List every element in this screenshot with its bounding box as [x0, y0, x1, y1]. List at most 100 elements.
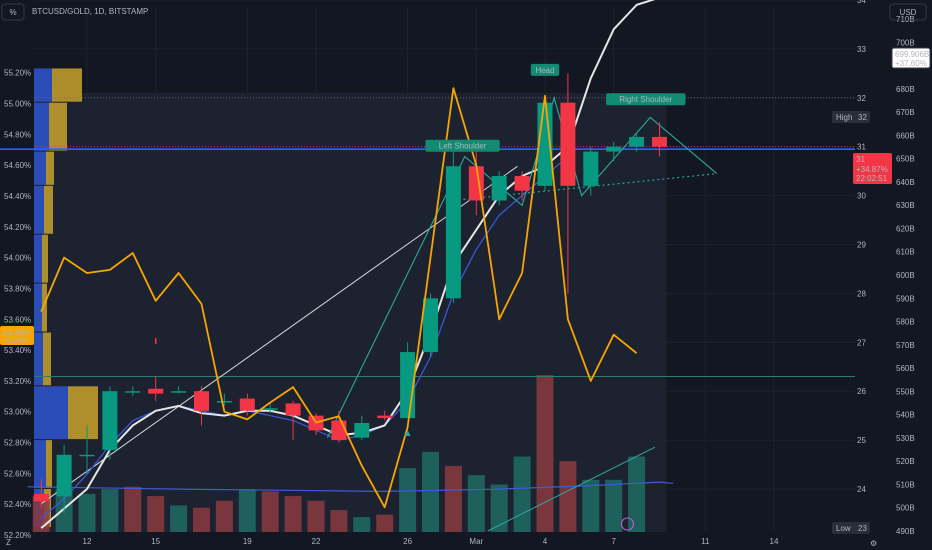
candle-body — [125, 391, 141, 393]
event-icon[interactable] — [620, 517, 634, 531]
candle-body — [652, 136, 667, 147]
percent-tick-label: 52.20% — [4, 531, 31, 540]
percent-tick-label: 53.80% — [4, 284, 31, 293]
candle-body — [491, 176, 507, 201]
high-marker-label: High — [836, 113, 852, 122]
volume-tick-label: 650B — [896, 155, 915, 164]
percent-button[interactable] — [1, 3, 25, 21]
volume-bar — [490, 484, 508, 532]
volume-bar — [376, 514, 394, 532]
volume-tick-label: 510B — [896, 480, 915, 489]
volume-profile-sell — [42, 283, 47, 332]
time-tick-label: 26 — [403, 537, 412, 546]
price-tick-label: 27 — [857, 338, 866, 347]
price-tick-label: 24 — [857, 485, 866, 494]
percent-tick-label: 54.40% — [4, 192, 31, 201]
volume-tick-label: 550B — [896, 387, 915, 396]
volume-bar — [399, 468, 417, 532]
volume-bar — [284, 496, 302, 532]
candle-body — [171, 391, 187, 393]
volume-profile-buy — [34, 151, 46, 185]
left-tag-value: 53.36% — [3, 328, 30, 337]
left-tag-bg — [0, 326, 34, 345]
timezone-toggle: Z — [6, 538, 11, 547]
price-tick-label: 26 — [857, 387, 866, 396]
candle-body — [148, 388, 164, 394]
volume-bar — [238, 489, 256, 532]
volume-ma-line — [27, 481, 674, 493]
low-marker-value: 23 — [858, 524, 867, 533]
settings-icon: ⚙ — [870, 539, 877, 548]
candle-body — [354, 422, 370, 438]
volume-bar — [32, 496, 50, 532]
volume-bar — [193, 507, 210, 532]
volume-bar — [307, 500, 325, 532]
volume-profile-buy — [34, 283, 42, 332]
volume-profile-sell — [49, 102, 67, 151]
volume-profile-sell — [42, 234, 48, 283]
price-tick-label: 34 — [857, 0, 866, 5]
currency-button[interactable] — [889, 3, 927, 21]
volume-bar — [124, 486, 142, 532]
volume-profile-sell — [43, 332, 51, 386]
time-tick-label: 22 — [312, 537, 321, 546]
volume-profile-buy — [34, 185, 44, 234]
left-shoulder-label-bg — [425, 139, 500, 152]
high-marker-value: 32 — [858, 113, 867, 122]
volume-bar — [261, 491, 279, 532]
volume-bar — [170, 505, 188, 532]
volume-profile-sell — [46, 151, 54, 185]
candle-body — [445, 166, 461, 299]
time-tick-label: 4 — [543, 537, 548, 546]
volume-tick-label: 570B — [896, 341, 915, 350]
volume-tick-label: 580B — [896, 318, 915, 327]
time-tick-label: 7 — [611, 537, 616, 546]
candle-body — [423, 298, 438, 353]
neckline-trendline — [453, 173, 717, 202]
candle-body — [262, 408, 278, 410]
volume-tag-value: 699.906B — [895, 50, 929, 59]
volume-tick-label: 530B — [896, 434, 915, 443]
volume-tick-label: 520B — [896, 457, 915, 466]
percent-tick-label: 52.80% — [4, 439, 31, 448]
volume-tick-label: 640B — [896, 178, 915, 187]
price-axis-panel — [855, 0, 932, 550]
time-tick-label: 15 — [151, 537, 160, 546]
volume-bar — [605, 479, 623, 532]
ma-fast-line — [40, 0, 656, 529]
price-tick-label: 28 — [857, 289, 866, 298]
volume-profile-buy — [34, 234, 42, 283]
volume-profile-sell — [46, 440, 52, 488]
candle-body — [285, 403, 301, 416]
volume-bar — [444, 465, 462, 532]
percent-tick-label: 55.00% — [4, 100, 31, 109]
percent-tick-label: 54.60% — [4, 161, 31, 170]
pattern-path-line — [326, 95, 718, 438]
price-tag-change: +34.87% — [856, 165, 888, 174]
volume-tag-change: +37.60% — [895, 59, 927, 68]
percent-tick-label: 54.20% — [4, 223, 31, 232]
head-label-bg — [530, 63, 560, 76]
volume-tick-label: 630B — [896, 201, 915, 210]
currency-button-label: USD — [900, 8, 917, 17]
volume-profile-buy — [34, 68, 52, 102]
low-marker-bg — [832, 522, 870, 534]
high-marker-bg — [832, 111, 870, 123]
candle-body — [239, 398, 255, 411]
candle-body — [560, 102, 576, 186]
volume-bar — [582, 479, 600, 532]
time-tick-label: Mar — [469, 537, 483, 546]
candle-body — [194, 391, 209, 411]
volume-trend-line — [487, 446, 656, 532]
time-tick-label: 19 — [243, 537, 252, 546]
volume-bar — [215, 500, 233, 532]
percent-button-label: % — [9, 8, 16, 17]
candle-body — [331, 420, 347, 441]
volume-tick-label: 700B — [896, 38, 915, 47]
candle-body — [583, 151, 599, 186]
left-tag-change: -0.58% — [3, 336, 28, 345]
price-tick-label: 32 — [857, 94, 866, 103]
volume-bar — [78, 493, 96, 532]
